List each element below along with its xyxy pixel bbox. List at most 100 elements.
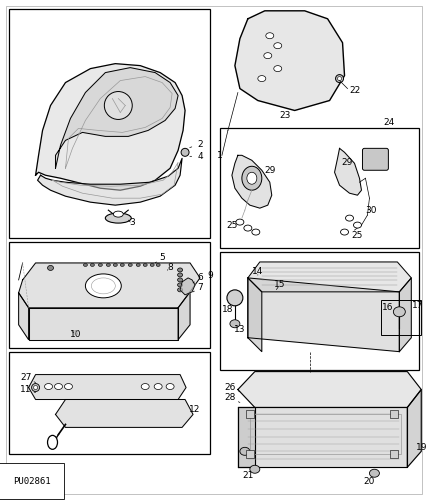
Ellipse shape <box>252 229 260 235</box>
Text: 8: 8 <box>167 264 173 272</box>
Polygon shape <box>180 278 195 295</box>
Polygon shape <box>56 68 178 168</box>
Polygon shape <box>38 158 182 205</box>
Ellipse shape <box>113 211 123 217</box>
Ellipse shape <box>178 273 183 277</box>
Ellipse shape <box>242 166 262 190</box>
Ellipse shape <box>341 229 348 235</box>
Ellipse shape <box>128 264 132 266</box>
Text: 17: 17 <box>412 302 423 310</box>
Ellipse shape <box>258 76 266 82</box>
Polygon shape <box>399 278 411 351</box>
Ellipse shape <box>181 148 189 156</box>
Polygon shape <box>29 308 178 340</box>
Text: 28: 28 <box>224 393 240 402</box>
Ellipse shape <box>104 92 132 120</box>
Text: 16: 16 <box>382 304 393 312</box>
Ellipse shape <box>32 384 39 392</box>
Ellipse shape <box>154 384 162 390</box>
Ellipse shape <box>336 74 344 82</box>
Ellipse shape <box>345 215 354 221</box>
Ellipse shape <box>230 320 240 328</box>
Ellipse shape <box>166 384 174 390</box>
Polygon shape <box>232 156 272 208</box>
Text: 1: 1 <box>217 151 223 160</box>
Ellipse shape <box>48 266 54 270</box>
Ellipse shape <box>105 213 131 223</box>
Ellipse shape <box>264 52 272 59</box>
Ellipse shape <box>150 264 154 266</box>
Bar <box>390 450 398 458</box>
Ellipse shape <box>274 66 282 71</box>
Text: 29: 29 <box>342 158 353 167</box>
Ellipse shape <box>178 283 183 287</box>
Ellipse shape <box>247 172 257 184</box>
Text: 12: 12 <box>189 405 201 414</box>
Ellipse shape <box>178 268 183 272</box>
Ellipse shape <box>65 384 72 390</box>
Polygon shape <box>178 292 190 340</box>
Bar <box>381 300 421 334</box>
Ellipse shape <box>120 264 124 266</box>
Text: 15: 15 <box>274 280 285 289</box>
Bar <box>250 414 401 455</box>
Ellipse shape <box>244 225 252 231</box>
Ellipse shape <box>178 288 183 292</box>
Text: 25: 25 <box>352 230 363 239</box>
Ellipse shape <box>45 384 53 390</box>
Text: R: R <box>73 330 78 336</box>
Ellipse shape <box>227 290 243 306</box>
Ellipse shape <box>143 264 147 266</box>
Ellipse shape <box>90 264 95 266</box>
Bar <box>390 410 398 418</box>
Text: 20: 20 <box>364 476 375 486</box>
Text: 11: 11 <box>20 385 36 394</box>
Ellipse shape <box>236 219 244 225</box>
Ellipse shape <box>83 264 87 266</box>
Polygon shape <box>248 262 411 292</box>
Bar <box>220 128 419 248</box>
Ellipse shape <box>338 76 342 80</box>
Text: PU02861: PU02861 <box>13 476 50 486</box>
Polygon shape <box>407 390 421 468</box>
Text: 23: 23 <box>279 111 291 120</box>
Text: 10: 10 <box>70 330 81 339</box>
Ellipse shape <box>86 274 121 298</box>
Text: 2: 2 <box>190 140 203 149</box>
Text: 29: 29 <box>264 166 276 175</box>
Polygon shape <box>19 293 29 340</box>
Polygon shape <box>19 263 200 308</box>
Ellipse shape <box>393 307 405 317</box>
Text: 5: 5 <box>155 254 165 263</box>
Ellipse shape <box>92 278 115 294</box>
Ellipse shape <box>141 384 149 390</box>
Polygon shape <box>235 11 345 110</box>
Text: 26: 26 <box>224 383 240 392</box>
Text: 24: 24 <box>384 118 395 127</box>
Polygon shape <box>248 278 262 351</box>
Text: 3: 3 <box>129 218 135 226</box>
Ellipse shape <box>54 384 62 390</box>
Ellipse shape <box>266 32 274 38</box>
Text: 7: 7 <box>193 284 203 292</box>
Polygon shape <box>238 408 255 468</box>
Ellipse shape <box>98 264 102 266</box>
Bar <box>9 9 210 238</box>
Polygon shape <box>238 408 407 468</box>
Ellipse shape <box>106 264 110 266</box>
Text: 14: 14 <box>252 268 264 276</box>
Text: 6: 6 <box>193 274 203 283</box>
Bar <box>9 352 210 455</box>
Ellipse shape <box>250 466 260 473</box>
Polygon shape <box>238 372 421 408</box>
Text: 21: 21 <box>242 470 253 480</box>
Polygon shape <box>56 400 193 427</box>
Polygon shape <box>335 148 362 195</box>
Text: 19: 19 <box>416 443 427 452</box>
Text: 4: 4 <box>190 152 203 161</box>
Ellipse shape <box>240 448 250 456</box>
Polygon shape <box>29 374 186 400</box>
Ellipse shape <box>369 470 379 477</box>
Text: 13: 13 <box>234 325 246 334</box>
Polygon shape <box>36 64 185 190</box>
